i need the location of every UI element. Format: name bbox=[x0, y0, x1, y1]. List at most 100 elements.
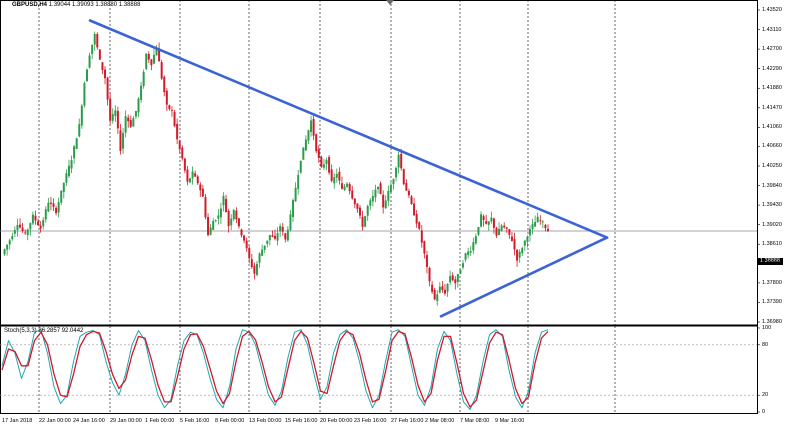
candle-body bbox=[8, 240, 11, 245]
candle-body bbox=[279, 225, 282, 232]
candle-body bbox=[523, 240, 526, 246]
price-tick-label: 1.37390 bbox=[762, 299, 782, 306]
candle-body bbox=[194, 173, 197, 177]
candle-body bbox=[129, 120, 132, 127]
candle-body bbox=[67, 165, 70, 177]
candle-body bbox=[142, 71, 145, 87]
candle-body bbox=[73, 146, 76, 159]
stochastic-tick-label: 0 bbox=[762, 409, 766, 415]
candle-body bbox=[217, 215, 220, 219]
price-tick-label: 1.39840 bbox=[762, 182, 782, 189]
candle-body bbox=[333, 177, 336, 184]
candle-body bbox=[31, 214, 34, 224]
candle-body bbox=[37, 221, 40, 226]
ohlc-readout: 1.39044 1.39093 1.38880 1.38888 bbox=[48, 2, 141, 8]
price-tick-label: 1.37800 bbox=[762, 279, 782, 286]
candle-body bbox=[227, 210, 230, 227]
price-tick-label: 1.43520 bbox=[762, 7, 782, 13]
candle-body bbox=[377, 186, 380, 190]
candle-body bbox=[487, 221, 490, 225]
candle-body bbox=[397, 154, 400, 168]
candle-body bbox=[351, 190, 354, 199]
candle-body bbox=[534, 222, 537, 227]
time-tick-label: 13 Feb 00:00 bbox=[249, 418, 282, 424]
candle-body bbox=[42, 219, 45, 227]
price-tick-label: 1.42700 bbox=[762, 46, 782, 53]
time-tick-label: 9 Mar 16:00 bbox=[495, 418, 525, 424]
candle-body bbox=[214, 220, 217, 221]
candle-body bbox=[196, 176, 199, 184]
price-tick-label: 1.40250 bbox=[762, 163, 782, 169]
candle-body bbox=[209, 227, 212, 235]
candle-body bbox=[472, 242, 475, 251]
candle-body bbox=[544, 224, 547, 229]
candle-body bbox=[402, 169, 405, 185]
candle-body bbox=[85, 69, 88, 82]
candle-body bbox=[111, 114, 114, 121]
candle-body bbox=[379, 183, 382, 194]
price-tick-label: 1.36980 bbox=[762, 319, 782, 325]
candle-body bbox=[204, 197, 207, 218]
candle-body bbox=[237, 218, 240, 227]
candle-body bbox=[392, 179, 395, 185]
candle-body bbox=[495, 227, 498, 236]
candle-body bbox=[528, 229, 531, 236]
candle-body bbox=[322, 164, 325, 168]
candle-body bbox=[433, 289, 436, 300]
time-tick-label: 8 Feb 00:00 bbox=[215, 418, 245, 424]
candle-body bbox=[127, 117, 130, 122]
candle-body bbox=[183, 158, 186, 171]
chart-shift-marker-icon[interactable] bbox=[386, 0, 394, 5]
candle-body bbox=[526, 237, 529, 242]
candle-body bbox=[467, 251, 470, 256]
upper-trendline bbox=[88, 19, 609, 239]
candle-body bbox=[310, 120, 313, 133]
candle-body bbox=[134, 111, 137, 117]
candle-body bbox=[536, 216, 539, 223]
candle-body bbox=[250, 259, 253, 268]
candle-body bbox=[510, 236, 513, 241]
candle-body bbox=[147, 53, 150, 60]
candle-body bbox=[219, 208, 222, 218]
candle-body bbox=[19, 224, 22, 228]
candle-body bbox=[222, 196, 225, 206]
candle-body bbox=[325, 159, 328, 165]
candle-body bbox=[405, 183, 408, 191]
candle-body bbox=[39, 225, 42, 229]
candle-body bbox=[539, 220, 542, 222]
candle-body bbox=[21, 227, 24, 232]
candle-body bbox=[516, 249, 519, 261]
candle-body bbox=[93, 33, 96, 45]
candle-body bbox=[431, 284, 434, 292]
lower-trendline bbox=[439, 236, 609, 318]
candle-body bbox=[454, 279, 457, 284]
candle-body bbox=[297, 175, 300, 189]
candle-body bbox=[80, 105, 83, 126]
candle-body bbox=[348, 184, 351, 192]
candle-body bbox=[274, 235, 276, 239]
candle-body bbox=[480, 214, 483, 227]
candle-body bbox=[294, 187, 297, 202]
candle-body bbox=[29, 223, 32, 230]
candle-body bbox=[436, 294, 439, 301]
candle-body bbox=[201, 188, 204, 197]
candle-body bbox=[462, 263, 465, 268]
candle-body bbox=[276, 233, 279, 241]
candle-body bbox=[245, 240, 248, 249]
candle-body bbox=[364, 216, 367, 227]
candle-body bbox=[114, 110, 117, 116]
price-tick-label: 1.41880 bbox=[762, 85, 782, 92]
candle-body bbox=[62, 182, 65, 192]
candle-body bbox=[173, 111, 176, 127]
candle-body bbox=[261, 249, 264, 256]
candle-body bbox=[170, 110, 173, 111]
candle-body bbox=[420, 230, 423, 243]
candle-body bbox=[425, 255, 428, 267]
candle-body bbox=[255, 263, 258, 275]
candle-body bbox=[191, 171, 194, 179]
candle-body bbox=[505, 227, 508, 229]
candle-body bbox=[423, 241, 426, 254]
candle-body bbox=[132, 118, 135, 127]
